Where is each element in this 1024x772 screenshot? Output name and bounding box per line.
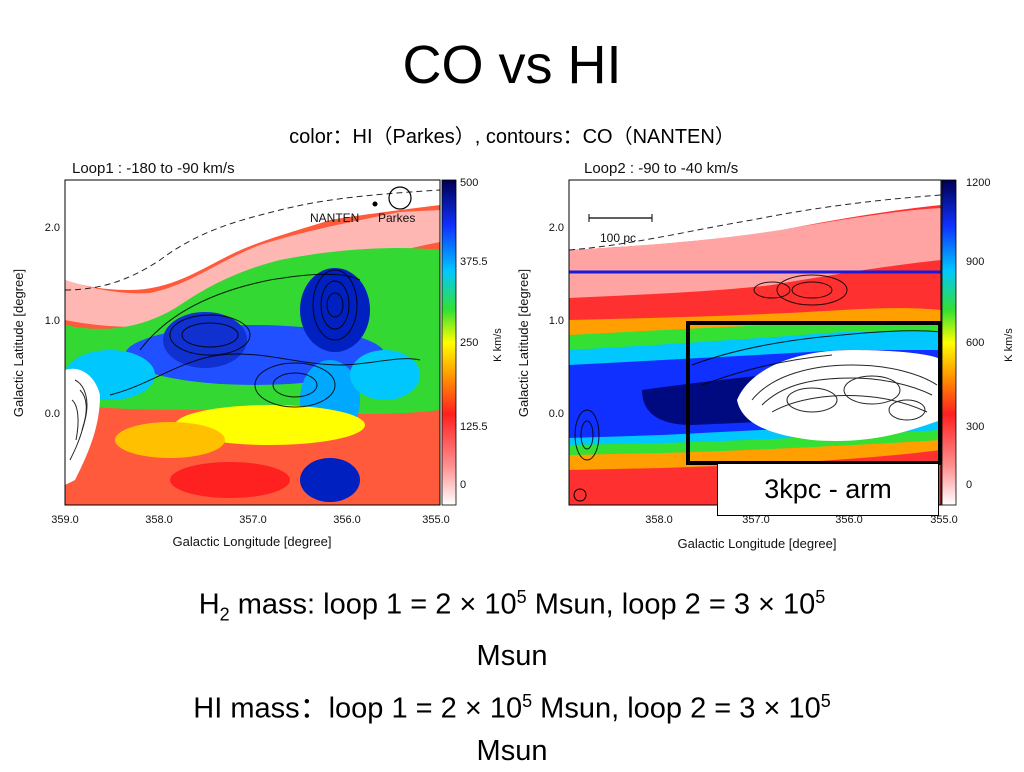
loop1-colorbar-tick: 0 bbox=[460, 479, 466, 491]
loop1-colorbar bbox=[441, 179, 457, 506]
loop1-map-figure: Loop1 : -180 to -90 km/s bbox=[11, 160, 504, 549]
loop1-x-tick: 359.0 bbox=[51, 514, 79, 526]
h2-mass-prefix: H bbox=[198, 588, 220, 621]
loop1-colorbar-ticks: 500 375.5 250 125.5 0 bbox=[460, 177, 488, 491]
slide-subtitle: color：HI（Parkes）, contours：CO（NANTEN） bbox=[289, 126, 735, 148]
loop2-colorbar-tick: 0 bbox=[966, 479, 972, 491]
loop2-colorbar bbox=[941, 179, 957, 506]
loop2-colorbar-ticks: 1200 900 600 300 0 bbox=[966, 177, 990, 491]
h2-mass-unit: Msun bbox=[476, 640, 548, 673]
loop1-y-ticks: 2.0 1.0 0.0 bbox=[45, 222, 60, 420]
loop1-colorbar-tick: 500 bbox=[460, 177, 478, 189]
loop2-y-tick: 0.0 bbox=[549, 408, 564, 420]
loop2-y-ticks: 2.0 1.0 0.0 bbox=[549, 222, 564, 420]
loop1-colorbar-tick: 375.5 bbox=[460, 256, 488, 268]
loop1-x-tick: 358.0 bbox=[145, 514, 173, 526]
parkes-beam-label: Parkes bbox=[378, 211, 415, 225]
loop1-map-panel: Loop1 : -180 to -90 km/s bbox=[0, 150, 512, 560]
loop1-x-axis-label: Galactic Longitude [degree] bbox=[173, 534, 332, 549]
h2-mass-exponent: 5 bbox=[516, 587, 527, 607]
h2-mass-text: mass: loop 1 = 2 × 10 bbox=[229, 588, 517, 621]
loop2-y-tick: 1.0 bbox=[549, 315, 564, 327]
loop2-colorbar-tick: 900 bbox=[966, 256, 984, 268]
loop2-x-tick: 355.0 bbox=[930, 514, 958, 526]
loop2-map-panel: Loop2 : -90 to -40 km/s bbox=[512, 150, 1024, 560]
loop2-colorbar-tick: 1200 bbox=[966, 177, 990, 189]
arm-annotation: 3kpc - arm bbox=[717, 463, 939, 516]
loop2-colorbar-tick: 600 bbox=[966, 337, 984, 349]
loop1-x-ticks: 359.0 358.0 357.0 356.0 355.0 bbox=[51, 514, 450, 526]
hi-mass-line: HI mass：loop 1 = 2 × 105 Msun, loop 2 = … bbox=[0, 680, 1024, 772]
loop2-x-axis-label: Galactic Longitude [degree] bbox=[678, 536, 837, 551]
loop1-colorbar-tick: 125.5 bbox=[460, 421, 488, 433]
loop1-y-tick: 0.0 bbox=[45, 408, 60, 420]
loop2-label: Loop2 : -90 to -40 km/s bbox=[584, 160, 738, 177]
h2-mass-subscript: 2 bbox=[219, 604, 230, 625]
nanten-beam-label: NANTEN bbox=[310, 211, 359, 225]
loop2-colorbar-label: K km/s bbox=[1003, 328, 1015, 362]
hi-mass-exponent: 5 bbox=[820, 691, 831, 711]
loop1-x-tick: 357.0 bbox=[239, 514, 267, 526]
loop2-x-tick: 358.0 bbox=[645, 514, 673, 526]
loop2-map-figure: Loop2 : -90 to -40 km/s bbox=[516, 160, 1015, 551]
loop1-frame bbox=[64, 179, 441, 506]
loop1-x-tick: 355.0 bbox=[422, 514, 450, 526]
loop2-y-tick: 2.0 bbox=[549, 222, 564, 234]
loop1-hi-colormap bbox=[65, 180, 440, 505]
hi-mass-text: HI mass：loop 1 = 2 × 10 bbox=[193, 692, 523, 725]
slide-title: CO vs HI bbox=[402, 35, 622, 95]
h2-mass-line: H2 mass: loop 1 = 2 × 105 Msun, loop 2 =… bbox=[0, 576, 1024, 677]
loop1-label: Loop1 : -180 to -90 km/s bbox=[72, 160, 235, 177]
loop1-colorbar-tick: 250 bbox=[460, 337, 478, 349]
loop1-y-tick: 1.0 bbox=[45, 315, 60, 327]
loop2-y-axis-label: Galactic Latitude [degree] bbox=[516, 269, 531, 417]
hi-mass-unit: Msun bbox=[476, 734, 548, 767]
hi-mass-exponent: 5 bbox=[522, 691, 533, 711]
loop2-colorbar-tick: 300 bbox=[966, 421, 984, 433]
loop2-hi-colormap bbox=[569, 180, 941, 505]
scale-bar-label: 100 pc bbox=[600, 231, 636, 245]
loop2-x-ticks: 358.0 357.0 356.0 355.0 bbox=[645, 514, 958, 526]
h2-mass-exponent: 5 bbox=[815, 587, 826, 607]
loop2-x-tick: 357.0 bbox=[742, 514, 770, 526]
hi-mass-text: Msun, loop 2 = 3 × 10 bbox=[532, 692, 821, 725]
loop1-y-tick: 2.0 bbox=[45, 222, 60, 234]
loop2-x-tick: 356.0 bbox=[835, 514, 863, 526]
h2-mass-text: Msun, loop 2 = 3 × 10 bbox=[526, 588, 816, 621]
loop1-y-axis-label: Galactic Latitude [degree] bbox=[11, 269, 26, 417]
loop1-x-tick: 356.0 bbox=[333, 514, 361, 526]
loop1-colorbar-label: K km/s bbox=[492, 328, 504, 362]
